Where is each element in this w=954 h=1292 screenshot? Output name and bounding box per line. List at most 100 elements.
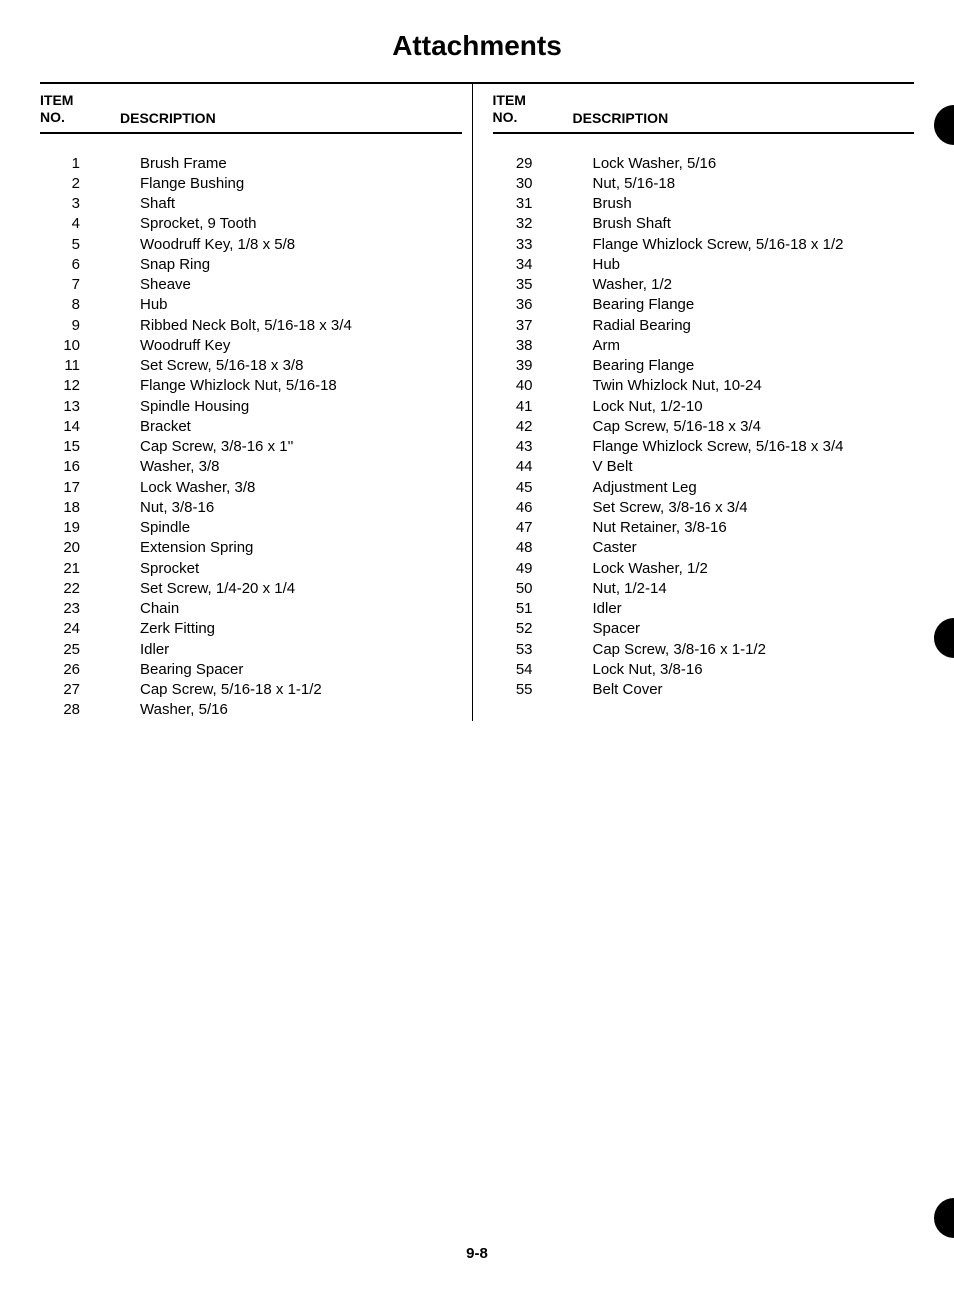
- cell-item-no: 8: [40, 295, 100, 315]
- table-row: 12Flange Whizlock Nut, 5/16-18: [40, 376, 462, 396]
- table-row: 42Cap Screw, 5/16-18 x 3/4: [493, 417, 915, 437]
- cell-description: Cap Screw, 5/16-18 x 3/4: [553, 417, 915, 437]
- cell-item-no: 11: [40, 356, 100, 376]
- table-row: 51Idler: [493, 599, 915, 619]
- header-item-no: ITEM NO.: [40, 92, 120, 126]
- header-item-no: ITEM NO.: [493, 92, 573, 126]
- cell-description: Idler: [100, 640, 462, 660]
- cell-item-no: 5: [40, 235, 100, 255]
- table-row: 22Set Screw, 1/4-20 x 1/4: [40, 579, 462, 599]
- cell-description: Cap Screw, 5/16-18 x 1-1/2: [100, 680, 462, 700]
- cell-description: Bearing Flange: [553, 356, 915, 376]
- cell-description: Cap Screw, 3/8-16 x 1'': [100, 437, 462, 457]
- cell-item-no: 19: [40, 518, 100, 538]
- cell-description: Spindle: [100, 518, 462, 538]
- header-item-line1: ITEM: [40, 92, 73, 108]
- cell-item-no: 33: [493, 235, 553, 255]
- cell-item-no: 20: [40, 538, 100, 558]
- cell-item-no: 52: [493, 619, 553, 639]
- cell-item-no: 55: [493, 680, 553, 700]
- cell-item-no: 40: [493, 376, 553, 396]
- cell-item-no: 1: [40, 154, 100, 174]
- cell-item-no: 38: [493, 336, 553, 356]
- cell-item-no: 7: [40, 275, 100, 295]
- right-column: ITEM NO. DESCRIPTION 29Lock Washer, 5/16…: [473, 84, 915, 721]
- left-rows: 1Brush Frame2Flange Bushing3Shaft4Sprock…: [40, 154, 462, 721]
- table-row: 3Shaft: [40, 194, 462, 214]
- columns-wrapper: ITEM NO. DESCRIPTION 1Brush Frame2Flange…: [40, 84, 914, 721]
- cell-description: Set Screw, 3/8-16 x 3/4: [553, 498, 915, 518]
- cell-item-no: 24: [40, 619, 100, 639]
- cell-item-no: 6: [40, 255, 100, 275]
- cell-item-no: 36: [493, 295, 553, 315]
- cell-description: Adjustment Leg: [553, 478, 915, 498]
- table-row: 4Sprocket, 9 Tooth: [40, 214, 462, 234]
- table-row: 23Chain: [40, 599, 462, 619]
- page-title: Attachments: [0, 0, 954, 82]
- table-row: 25Idler: [40, 640, 462, 660]
- cell-item-no: 3: [40, 194, 100, 214]
- cell-item-no: 51: [493, 599, 553, 619]
- cell-item-no: 2: [40, 174, 100, 194]
- cell-description: Belt Cover: [553, 680, 915, 700]
- table-row: 5Woodruff Key, 1/8 x 5/8: [40, 235, 462, 255]
- cell-item-no: 47: [493, 518, 553, 538]
- table-row: 2Flange Bushing: [40, 174, 462, 194]
- cell-item-no: 16: [40, 457, 100, 477]
- table-row: 27Cap Screw, 5/16-18 x 1-1/2: [40, 680, 462, 700]
- cell-description: Lock Washer, 1/2: [553, 559, 915, 579]
- cell-description: Brush Shaft: [553, 214, 915, 234]
- cell-item-no: 41: [493, 397, 553, 417]
- cell-item-no: 39: [493, 356, 553, 376]
- cell-item-no: 54: [493, 660, 553, 680]
- cell-item-no: 37: [493, 316, 553, 336]
- table-row: 35Washer, 1/2: [493, 275, 915, 295]
- cell-item-no: 18: [40, 498, 100, 518]
- table-row: 19Spindle: [40, 518, 462, 538]
- punch-hole-icon: [934, 618, 954, 658]
- cell-description: V Belt: [553, 457, 915, 477]
- cell-description: Spindle Housing: [100, 397, 462, 417]
- cell-description: Washer, 5/16: [100, 700, 462, 720]
- cell-description: Bearing Flange: [553, 295, 915, 315]
- cell-description: Sprocket: [100, 559, 462, 579]
- cell-item-no: 43: [493, 437, 553, 457]
- table-row: 49Lock Washer, 1/2: [493, 559, 915, 579]
- cell-item-no: 26: [40, 660, 100, 680]
- cell-description: Sprocket, 9 Tooth: [100, 214, 462, 234]
- table-row: 46Set Screw, 3/8-16 x 3/4: [493, 498, 915, 518]
- cell-description: Washer, 1/2: [553, 275, 915, 295]
- cell-description: Hub: [100, 295, 462, 315]
- page-number: 9-8: [0, 1245, 954, 1262]
- table-row: 10Woodruff Key: [40, 336, 462, 356]
- table-row: 11Set Screw, 5/16-18 x 3/8: [40, 356, 462, 376]
- cell-description: Lock Washer, 3/8: [100, 478, 462, 498]
- cell-item-no: 35: [493, 275, 553, 295]
- cell-description: Caster: [553, 538, 915, 558]
- cell-description: Snap Ring: [100, 255, 462, 275]
- cell-description: Set Screw, 1/4-20 x 1/4: [100, 579, 462, 599]
- table-row: 30Nut, 5/16-18: [493, 174, 915, 194]
- cell-item-no: 15: [40, 437, 100, 457]
- table-row: 7Sheave: [40, 275, 462, 295]
- cell-description: Flange Whizlock Screw, 5/16-18 x 3/4: [553, 437, 915, 457]
- cell-description: Flange Bushing: [100, 174, 462, 194]
- header-item-line2: NO.: [493, 109, 518, 125]
- cell-description: Sheave: [100, 275, 462, 295]
- cell-item-no: 44: [493, 457, 553, 477]
- cell-item-no: 14: [40, 417, 100, 437]
- cell-description: Twin Whizlock Nut, 10-24: [553, 376, 915, 396]
- cell-item-no: 29: [493, 154, 553, 174]
- cell-item-no: 48: [493, 538, 553, 558]
- table-row: 20Extension Spring: [40, 538, 462, 558]
- header-row-left: ITEM NO. DESCRIPTION: [40, 92, 462, 134]
- header-description: DESCRIPTION: [573, 92, 915, 126]
- table-row: 15Cap Screw, 3/8-16 x 1'': [40, 437, 462, 457]
- cell-item-no: 32: [493, 214, 553, 234]
- cell-item-no: 27: [40, 680, 100, 700]
- cell-description: Brush Frame: [100, 154, 462, 174]
- cell-description: Idler: [553, 599, 915, 619]
- table-row: 48Caster: [493, 538, 915, 558]
- parts-table: ITEM NO. DESCRIPTION 1Brush Frame2Flange…: [40, 82, 914, 721]
- table-row: 41Lock Nut, 1/2-10: [493, 397, 915, 417]
